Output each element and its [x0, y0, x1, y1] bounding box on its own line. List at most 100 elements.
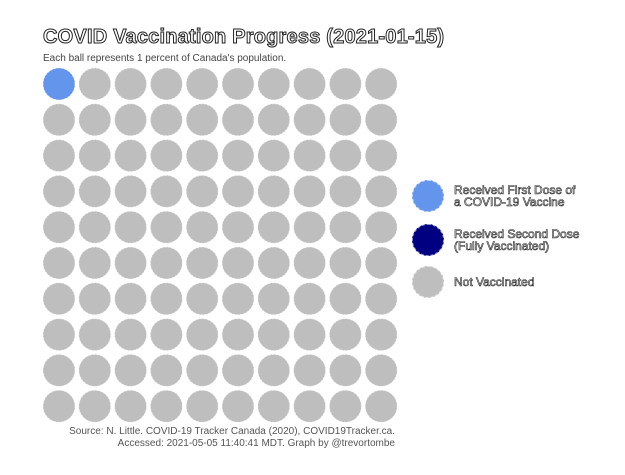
waffle-ball: [114, 210, 148, 244]
waffle-ball: [149, 103, 183, 137]
waffle-ball: [293, 67, 327, 101]
waffle-ball: [185, 67, 219, 101]
chart-title: COVID Vaccination Progress (2021-01-15): [42, 26, 445, 49]
waffle-ball: [42, 389, 76, 423]
waffle-ball: [293, 139, 327, 173]
waffle-ball: [114, 246, 148, 280]
waffle-ball: [257, 353, 291, 387]
waffle-ball: [78, 353, 112, 387]
waffle-ball: [149, 318, 183, 352]
waffle-ball: [328, 174, 362, 208]
waffle-ball: [293, 282, 327, 316]
waffle-ball: [185, 246, 219, 280]
waffle-ball: [364, 353, 398, 387]
waffle-ball: [185, 318, 219, 352]
waffle-ball: [78, 210, 112, 244]
waffle-ball: [221, 67, 255, 101]
waffle-ball: [364, 139, 398, 173]
waffle-ball: [185, 210, 219, 244]
waffle-ball: [221, 210, 255, 244]
waffle-ball: [293, 103, 327, 137]
waffle-ball: [257, 389, 291, 423]
waffle-ball: [257, 246, 291, 280]
waffle-ball: [114, 389, 148, 423]
waffle-ball: [78, 103, 112, 137]
source-caption: Source: N. Little. COVID-19 Tracker Cana…: [69, 426, 395, 449]
waffle-ball: [114, 282, 148, 316]
waffle-ball: [364, 318, 398, 352]
waffle-ball: [78, 139, 112, 173]
waffle-ball: [257, 210, 291, 244]
waffle-ball: [293, 353, 327, 387]
waffle-ball: [257, 103, 291, 137]
waffle-ball: [114, 353, 148, 387]
waffle-ball: [328, 139, 362, 173]
waffle-ball: [42, 67, 76, 101]
waffle-ball: [293, 210, 327, 244]
waffle-ball: [293, 389, 327, 423]
waffle-ball: [114, 67, 148, 101]
chart-subtitle: Each ball represents 1 percent of Canada…: [43, 53, 287, 64]
waffle-ball: [364, 210, 398, 244]
waffle-ball: [328, 282, 362, 316]
waffle-ball: [364, 389, 398, 423]
waffle-ball: [257, 282, 291, 316]
waffle-ball: [221, 139, 255, 173]
waffle-ball: [149, 246, 183, 280]
waffle-ball: [42, 139, 76, 173]
waffle-ball: [328, 246, 362, 280]
waffle-ball: [149, 353, 183, 387]
waffle-ball: [257, 174, 291, 208]
waffle-ball: [221, 246, 255, 280]
waffle-ball: [328, 103, 362, 137]
waffle-ball: [185, 139, 219, 173]
waffle-ball: [114, 318, 148, 352]
waffle-ball: [42, 318, 76, 352]
waffle-ball: [78, 246, 112, 280]
waffle-ball: [149, 139, 183, 173]
waffle-ball: [149, 210, 183, 244]
waffle-ball: [221, 282, 255, 316]
waffle-ball: [78, 318, 112, 352]
waffle-ball: [185, 353, 219, 387]
waffle-ball: [78, 282, 112, 316]
waffle-ball: [114, 174, 148, 208]
waffle-ball: [364, 282, 398, 316]
waffle-ball: [293, 246, 327, 280]
waffle-ball: [149, 389, 183, 423]
waffle-ball: [114, 103, 148, 137]
waffle-ball: [221, 389, 255, 423]
waffle-ball: [328, 210, 362, 244]
waffle-ball: [364, 103, 398, 137]
legend-item-not-vaccinated: Not Vaccinated: [412, 266, 594, 298]
waffle-ball: [293, 318, 327, 352]
waffle-ball: [42, 282, 76, 316]
waffle-ball: [185, 389, 219, 423]
waffle-ball: [221, 318, 255, 352]
waffle-ball: [328, 353, 362, 387]
waffle-ball: [42, 210, 76, 244]
legend-item-second-dose: Received Second Dose (Fully Vaccinated): [412, 224, 594, 256]
legend-swatch-first-dose: [412, 180, 444, 212]
waffle-ball: [257, 139, 291, 173]
legend-label-second-dose: Received Second Dose (Fully Vaccinated): [454, 227, 580, 253]
legend-swatch-second-dose: [412, 224, 444, 256]
waffle-ball: [42, 353, 76, 387]
waffle-ball: [149, 174, 183, 208]
waffle-ball: [221, 353, 255, 387]
waffle-ball: [221, 103, 255, 137]
waffle-ball: [293, 174, 327, 208]
waffle-ball: [185, 174, 219, 208]
waffle-ball: [185, 282, 219, 316]
waffle-ball: [364, 174, 398, 208]
legend-label-not-vaccinated: Not Vaccinated: [454, 275, 535, 289]
waffle-ball: [328, 318, 362, 352]
waffle-ball: [42, 174, 76, 208]
waffle-ball: [328, 67, 362, 101]
legend-item-first-dose: Received First Dose of a COVID-19 Vaccin…: [412, 180, 594, 212]
waffle-ball: [257, 67, 291, 101]
waffle-ball: [114, 139, 148, 173]
waffle-ball: [221, 174, 255, 208]
waffle-ball: [42, 103, 76, 137]
